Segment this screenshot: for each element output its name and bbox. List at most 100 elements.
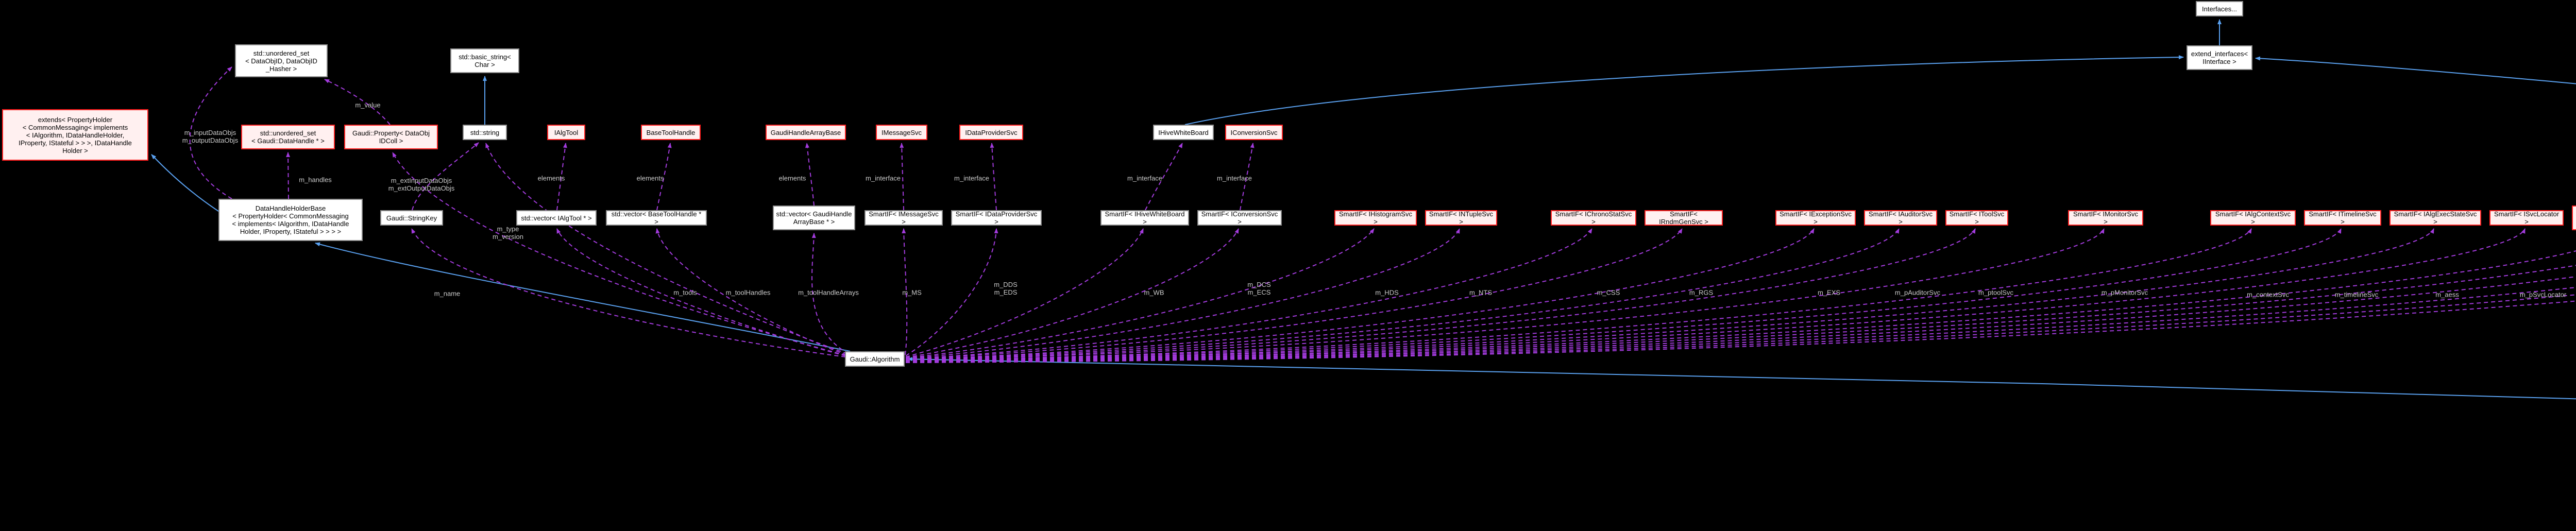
edge-gaudi-algorithm-to-prop-dataobjidcoll (392, 152, 846, 356)
node-sif-ichronostatsvc[interactable]: SmartIF< IChronoStatSvc > (1551, 210, 1636, 226)
edge-gaudi-algorithm-to-sif-itimelinesvc (905, 228, 2342, 361)
node-set-dataobjid[interactable]: std::unordered_set < DataObjID, DataObjI… (235, 44, 328, 77)
edge-gaudi-algorithm-to-sif-ihivewhiteboard (905, 228, 1144, 357)
edge-label-m-dds-eds: m_DDS m_EDS (994, 281, 1018, 296)
edge-label-m-exs: m_EXS (1817, 288, 1841, 297)
edge-vec-ialgtool-to-ialgtool (556, 143, 567, 211)
node-ihivewhiteboard[interactable]: IHiveWhiteBoard (1153, 125, 1214, 140)
edge-vec-gaudihandlearraybase-to-gaudihandlearraybase (805, 143, 815, 206)
edge-gaudi-algorithm-to-prop-uint (905, 287, 2576, 363)
node-idataprovidersvc[interactable]: IDataProviderSvc (959, 125, 1023, 140)
edge-stringkey-to-std-string (412, 142, 479, 211)
edge-label-m-interface-cs: m_interface (1217, 174, 1252, 182)
edge-label-m-pauditorsvc: m_pAuditorSvc (1894, 288, 1941, 297)
node-basetoolhandle[interactable]: BaseToolHandle (641, 125, 701, 140)
edge-gaudi-algorithm-to-sif-ihistogramsvc (905, 228, 1375, 358)
edge-label-m-pmonitorsvc: m_pMonitorSvc (2101, 288, 2148, 297)
node-vec-basetoolhandle[interactable]: std::vector< BaseToolHandle * > (606, 210, 707, 226)
edge-label-elements-2: elements (636, 174, 664, 182)
edge-label-m-dcs-ecs: m_DCS m_ECS (1247, 281, 1271, 296)
edge-label-m-handles: m_handles (299, 176, 332, 184)
edge-label-m-hds: m_HDS (1375, 288, 1399, 297)
node-iconversionsvc[interactable]: IConversionSvc (1225, 125, 1283, 140)
edge-gaudi-algorithm-to-sif-ialgexecstatesvc (905, 228, 2434, 362)
edge-gaudi-algorithm-to-prop-bool (905, 276, 2576, 363)
node-sif-ialgexecstatesvc[interactable]: SmartIF< IAlgExecStateSvc > (2389, 210, 2481, 226)
node-sif-itimelinesvc[interactable]: SmartIF< ITimelineSvc > (2304, 210, 2381, 226)
node-sif-ialgcontextsvc[interactable]: SmartIF< IAlgContextSvc > (2210, 210, 2296, 226)
edge-label-m-css: m_CSS (1597, 288, 1620, 297)
edge-gaudi-algorithm-to-sif-iexceptionsvc (905, 228, 1815, 360)
edge-datahandleholderbase-to-extends-propertyholder (151, 154, 222, 214)
node-vec-ialgtool[interactable]: std::vector< IAlgTool * > (516, 210, 597, 226)
node-sif-ihivewhiteboard[interactable]: SmartIF< IHiveWhiteBoard > (1100, 210, 1189, 226)
edge-label-m-toolhandles: m_toolHandles (725, 288, 771, 297)
node-sif-imonitorsvc[interactable]: SmartIF< IMonitorSvc > (2068, 210, 2143, 226)
edge-prop-dataobjidcoll-to-set-dataobjid (324, 79, 391, 125)
node-sif-imessagesvc[interactable]: SmartIF< IMessageSvc > (865, 210, 943, 226)
edge-datahandleholderbase-to-set-datahandle (286, 152, 291, 199)
edge-label-m-extdataobjs: m_extInputDataObjs m_extOutputDataObjs (388, 177, 455, 192)
edge-gaudi-algorithm-to-prop-vecstring (905, 300, 2576, 363)
edge-label-m-name: m_name (434, 289, 461, 298)
edge-gaudi-algorithm-to-sif-ialgcontextsvc (905, 228, 2252, 361)
node-set-datahandle[interactable]: std::unordered_set < Gaudi::DataHandle *… (241, 125, 335, 149)
node-sif-ihistogramsvc[interactable]: SmartIF< IHistogramSvc > (1334, 210, 1417, 226)
edge-gaudi-algorithm-to-sif-isvclocator (905, 228, 2526, 362)
edge-label-m-interface-dps: m_interface (954, 174, 989, 182)
node-stringkey[interactable]: Gaudi::StringKey (380, 210, 443, 226)
edge-gaudi-algorithm-to-stringkey (411, 228, 846, 357)
edge-label-m-wb: m_WB (1144, 288, 1164, 297)
edge-datahandleholderbase-to-set-dataobjid (189, 66, 232, 199)
node-sif-intuplesvc[interactable]: SmartIF< INTupleSvc > (1425, 210, 1497, 226)
edge-ihivewhiteboard-to-extend-interfaces (1184, 55, 2184, 125)
edge-label-m-ptoolsvc: m_ptoolSvc (1978, 288, 2013, 297)
node-gaudi-algorithm[interactable]: Gaudi::Algorithm (845, 351, 905, 367)
node-vec-gaudihandlearraybase[interactable]: std::vector< GaudiHandle ArrayBase * > (773, 205, 855, 230)
node-datahandleholderbase[interactable]: DataHandleHolderBase < PropertyHolder< C… (218, 199, 363, 241)
edge-vec-basetoolhandle-to-basetoolhandle (656, 143, 672, 211)
edge-gaudi-algorithm-to-sif-iauditorsvc (905, 228, 1900, 360)
node-basic-string[interactable]: std::basic_string< Char > (450, 48, 519, 73)
node-std-string[interactable]: std::string (463, 125, 507, 140)
edge-gaudi-algorithm-to-vec-gaudihandlearraybase (811, 233, 849, 354)
edge-gaudi-algorithm-to-uptr-idatahandlevisitor (905, 250, 2576, 362)
node-sif-idataprovidersvc[interactable]: SmartIF< IDataProviderSvc > (951, 210, 1042, 226)
edge-gaudi-algorithm-to-vec-ialgtool (556, 228, 846, 356)
edge-label-m-interface-ms: m_interface (866, 174, 901, 182)
node-sif-isvclocator[interactable]: SmartIF< ISvcLocator > (2489, 210, 2564, 226)
edge-label-m-timelinesvc: m_timelineSvc (2334, 290, 2379, 299)
edge-idatamanagersvc-to-extend-interfaces (2255, 56, 2576, 84)
edge-label-elements-1: elements (537, 174, 565, 182)
edge-label-m-interface-wb: m_interface (1127, 174, 1162, 182)
node-sif-iconversionsvc[interactable]: SmartIF< IConversionSvc > (1197, 210, 1282, 226)
edge-label-m-aess: m_aess (2435, 290, 2459, 299)
edge-label-m-rgs: m_RGS (1689, 288, 1714, 297)
node-sif-irndmgensvc[interactable]: SmartIF< IRndmGenSvc > (1645, 210, 1723, 226)
edge-gaudi-algorithm-to-sif-ichronostatsvc (905, 228, 1592, 359)
node-sif-itoolsvc[interactable]: SmartIF< IToolSvc > (1945, 210, 2008, 226)
edge-label-m-psvclocator: m_pSvcLocator (2519, 290, 2567, 299)
node-interfaces-pack[interactable]: Interfaces... (2196, 1, 2243, 16)
edge-gaudi-algorithm-to-prop-int (905, 265, 2576, 362)
edge-gaudi-algorithm-to-sif-imonitorsvc (905, 228, 2105, 361)
edge-gaudi-algorithm-to-sif-idataprovidersvc (905, 228, 998, 356)
node-extend-interfaces[interactable]: extend_interfaces< IInterface > (2187, 45, 2252, 70)
edge-sif-ihivewhiteboard-to-ihivewhiteboard (1145, 143, 1183, 211)
node-sif-iexceptionsvc[interactable]: SmartIF< IExceptionSvc > (1775, 210, 1856, 226)
edge-label-m-contextsvc: m_contextSvc (2247, 290, 2289, 299)
node-uptr-idatahandlevisitor[interactable]: std::unique_ptr< IDataHandle Visitor > (2572, 205, 2576, 230)
node-ialgtool[interactable]: IAlgTool (547, 125, 585, 140)
edge-gaudi-algorithm-to-prop-string (905, 294, 2576, 363)
edge-label-m-value: m_value (355, 101, 381, 109)
node-gaudihandlearraybase[interactable]: GaudiHandleArrayBase (766, 125, 846, 140)
node-imessagesvc[interactable]: IMessageSvc (876, 125, 927, 140)
node-extends-propertyholder[interactable]: extends< PropertyHolder < CommonMessagin… (2, 109, 148, 161)
edge-label-m-toolhandlearrays: m_toolHandleArrays (798, 288, 859, 297)
node-prop-dataobjidcoll[interactable]: Gaudi::Property< DataObj IDColl > (344, 125, 438, 149)
edge-gaudi-algorithm-to-sif-iconversionsvc (905, 228, 1239, 358)
edge-sif-imessagesvc-to-imessagesvc (900, 143, 904, 211)
node-sif-iauditorsvc[interactable]: SmartIF< IAuditorSvc > (1864, 210, 1937, 226)
edge-label-m-nts: m_NTS (1469, 288, 1493, 297)
edge-label-m-type-version: m_type m_version (493, 225, 523, 241)
